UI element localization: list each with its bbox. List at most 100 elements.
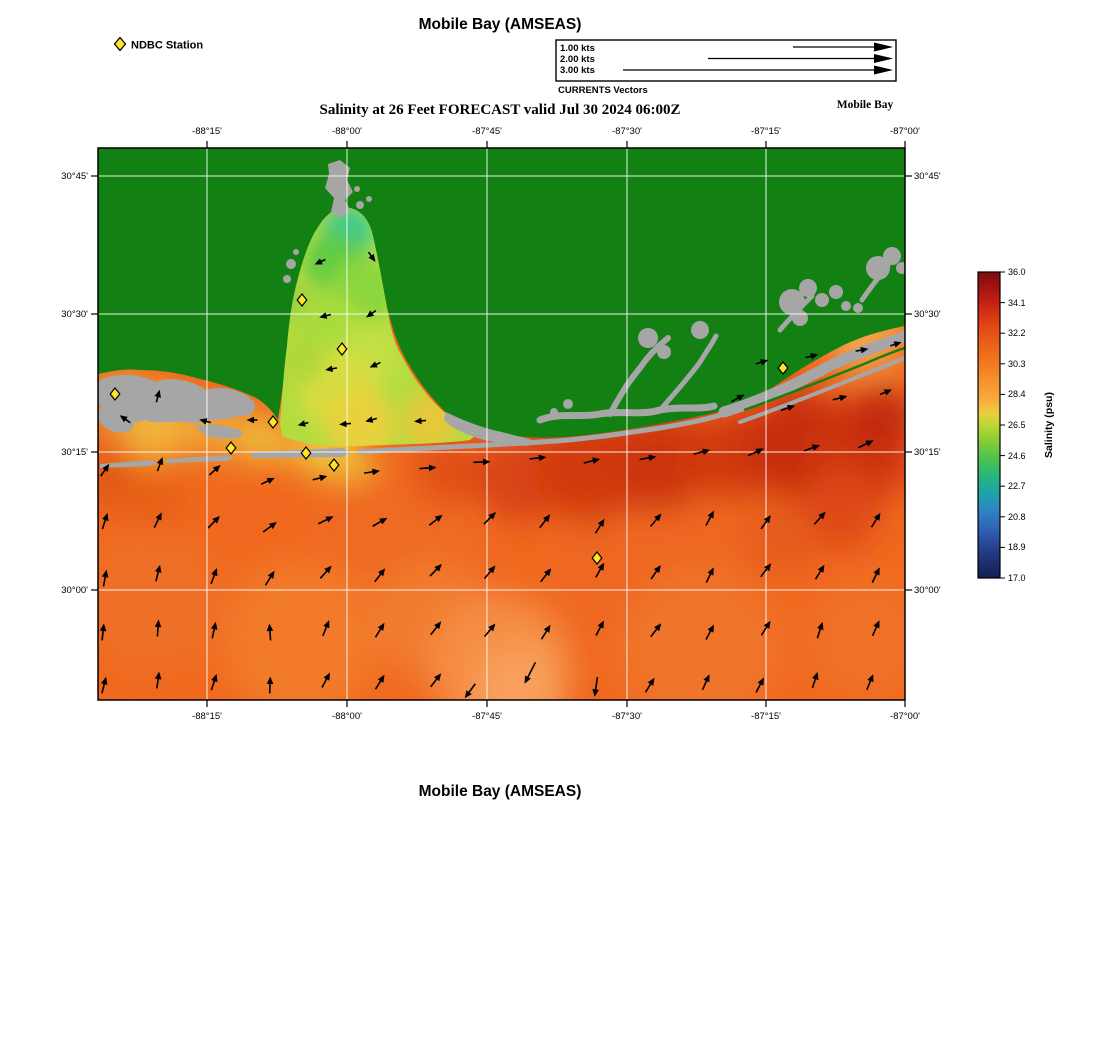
currents-legend: 1.00 kts 2.00 kts 3.00 kts CURRENTS Vect… bbox=[555, 39, 897, 96]
reference-arrow-1kt bbox=[793, 42, 893, 52]
current-vector-arrow bbox=[318, 516, 334, 525]
current-vector-arrow bbox=[811, 671, 819, 689]
current-vector-arrow bbox=[374, 568, 386, 583]
lon-axis-top: -88°15' -88°00' -87°45' -87°30' -87°15' … bbox=[192, 126, 920, 137]
current-vector-arrow bbox=[832, 394, 848, 402]
current-vector-arrow bbox=[540, 624, 551, 640]
forecast-subtitle: Salinity at 26 Feet FORECAST valid Jul 3… bbox=[320, 102, 681, 118]
colorbar-axis-label: Salinity (psu) bbox=[1043, 392, 1055, 458]
ndbc-station-marker bbox=[328, 458, 340, 472]
current-vector-arrow bbox=[594, 518, 605, 534]
currents-speed-label: 3.00 kts bbox=[560, 65, 595, 76]
current-vector-arrow bbox=[246, 416, 258, 424]
lat-axis-right: 30°45' 30°30' 30°15' 30°00' bbox=[914, 171, 941, 596]
figure-title-bottom: Mobile Bay (AMSEAS) bbox=[419, 783, 582, 800]
region-label: Mobile Bay bbox=[837, 99, 894, 111]
current-vector-arrow bbox=[483, 623, 496, 638]
current-vector-arrow bbox=[650, 565, 661, 580]
current-vector-arrow bbox=[858, 440, 874, 449]
current-vector-arrow bbox=[539, 514, 551, 529]
ndbc-station-marker bbox=[225, 441, 237, 455]
current-vectors-layer bbox=[99, 251, 902, 699]
current-vector-arrow bbox=[101, 569, 109, 587]
lon-tick-label: -88°15' bbox=[192, 711, 222, 722]
current-vector-arrow bbox=[325, 365, 338, 372]
currents-speed-label: 2.00 kts bbox=[560, 54, 595, 65]
current-vector-arrow bbox=[119, 415, 131, 424]
colorbar-tick-label: 20.8 bbox=[1008, 512, 1026, 522]
ndbc-legend: NDBC Station bbox=[113, 36, 203, 52]
current-vector-arrow bbox=[372, 517, 388, 527]
map-plot bbox=[98, 148, 905, 700]
current-vector-arrow bbox=[855, 346, 869, 354]
current-vector-arrow bbox=[99, 623, 107, 641]
current-vector-arrow bbox=[483, 511, 497, 525]
current-vector-arrow bbox=[363, 468, 380, 476]
currents-speed-label: 1.00 kts bbox=[560, 43, 595, 54]
ndbc-legend-label: NDBC Station bbox=[131, 40, 203, 52]
current-vector-arrow bbox=[322, 620, 330, 637]
lon-tick-label: -88°15' bbox=[192, 126, 222, 137]
lat-tick-label: 30°00' bbox=[61, 585, 88, 596]
current-vector-arrow bbox=[260, 477, 275, 485]
colorbar-tick-label: 26.5 bbox=[1008, 420, 1026, 430]
colorbar-tick-label: 34.1 bbox=[1008, 298, 1026, 308]
lon-tick-label: -88°00' bbox=[332, 711, 362, 722]
ndbc-station-marker bbox=[300, 446, 312, 460]
current-vector-arrow bbox=[153, 512, 162, 528]
salinity-field-bay bbox=[280, 207, 458, 447]
lat-tick-label: 30°15' bbox=[914, 447, 941, 458]
current-vector-arrow bbox=[208, 464, 221, 476]
current-vector-arrow bbox=[649, 513, 662, 528]
figure-title-top: Mobile Bay (AMSEAS) bbox=[419, 16, 582, 33]
lon-tick-label: -87°30' bbox=[612, 126, 642, 137]
lat-tick-label: 30°45' bbox=[914, 171, 941, 182]
lon-tick-label: -87°30' bbox=[612, 711, 642, 722]
current-vector-arrow bbox=[428, 514, 443, 526]
current-vector-arrow bbox=[339, 420, 352, 428]
lat-axis-left: 30°45' 30°30' 30°15' 30°00' bbox=[61, 171, 88, 596]
land-mass bbox=[98, 148, 905, 438]
current-vector-arrow bbox=[430, 621, 442, 636]
current-vector-arrow bbox=[595, 562, 605, 578]
current-vector-arrow bbox=[639, 454, 657, 462]
reference-arrow-2kt bbox=[708, 54, 893, 63]
ndbc-station-marker bbox=[336, 342, 348, 356]
lon-tick-label: -87°15' bbox=[751, 711, 781, 722]
current-vector-arrow bbox=[365, 416, 378, 423]
lon-axis-bottom: -88°15' -88°00' -87°45' -87°30' -87°15' … bbox=[192, 711, 920, 722]
current-vector-arrow bbox=[419, 464, 437, 472]
current-vector-arrow bbox=[464, 683, 476, 699]
current-vector-arrow bbox=[100, 463, 110, 477]
lat-tick-label: 30°00' bbox=[914, 585, 941, 596]
map-border bbox=[97, 147, 906, 701]
current-vector-arrow bbox=[414, 417, 427, 425]
current-vector-arrow bbox=[805, 353, 819, 360]
colorbar-tick-label: 24.6 bbox=[1008, 451, 1026, 461]
colorbar-ticks bbox=[1000, 271, 1005, 579]
colorbar-tick-label: 17.0 bbox=[1008, 573, 1026, 583]
current-vector-arrow bbox=[101, 676, 108, 694]
current-vector-arrow bbox=[760, 563, 772, 578]
current-vector-arrow bbox=[155, 564, 162, 582]
lat-tick-label: 30°30' bbox=[914, 309, 941, 320]
current-vector-arrow bbox=[747, 448, 764, 457]
ndbc-station-marker bbox=[109, 387, 121, 401]
lat-tick-label: 30°45' bbox=[61, 171, 88, 182]
ndbc-stations-layer bbox=[109, 293, 789, 565]
current-vector-arrow bbox=[101, 512, 109, 530]
current-vector-arrow bbox=[780, 404, 796, 412]
current-vector-arrow bbox=[297, 420, 309, 427]
lon-tick-label: -87°45' bbox=[472, 126, 502, 137]
current-vector-arrow bbox=[760, 620, 771, 636]
current-vector-arrow bbox=[760, 515, 771, 530]
current-vector-arrow bbox=[473, 458, 491, 466]
ndbc-station-marker bbox=[777, 361, 789, 375]
ndbc-station-icon bbox=[113, 36, 127, 52]
current-vector-arrow bbox=[816, 621, 824, 639]
lon-tick-label: -87°00' bbox=[890, 711, 920, 722]
current-vector-arrow bbox=[429, 563, 442, 577]
current-vector-arrow bbox=[813, 511, 826, 525]
colorbar-tick-label: 18.9 bbox=[1008, 542, 1026, 552]
current-vector-arrow bbox=[705, 567, 714, 583]
